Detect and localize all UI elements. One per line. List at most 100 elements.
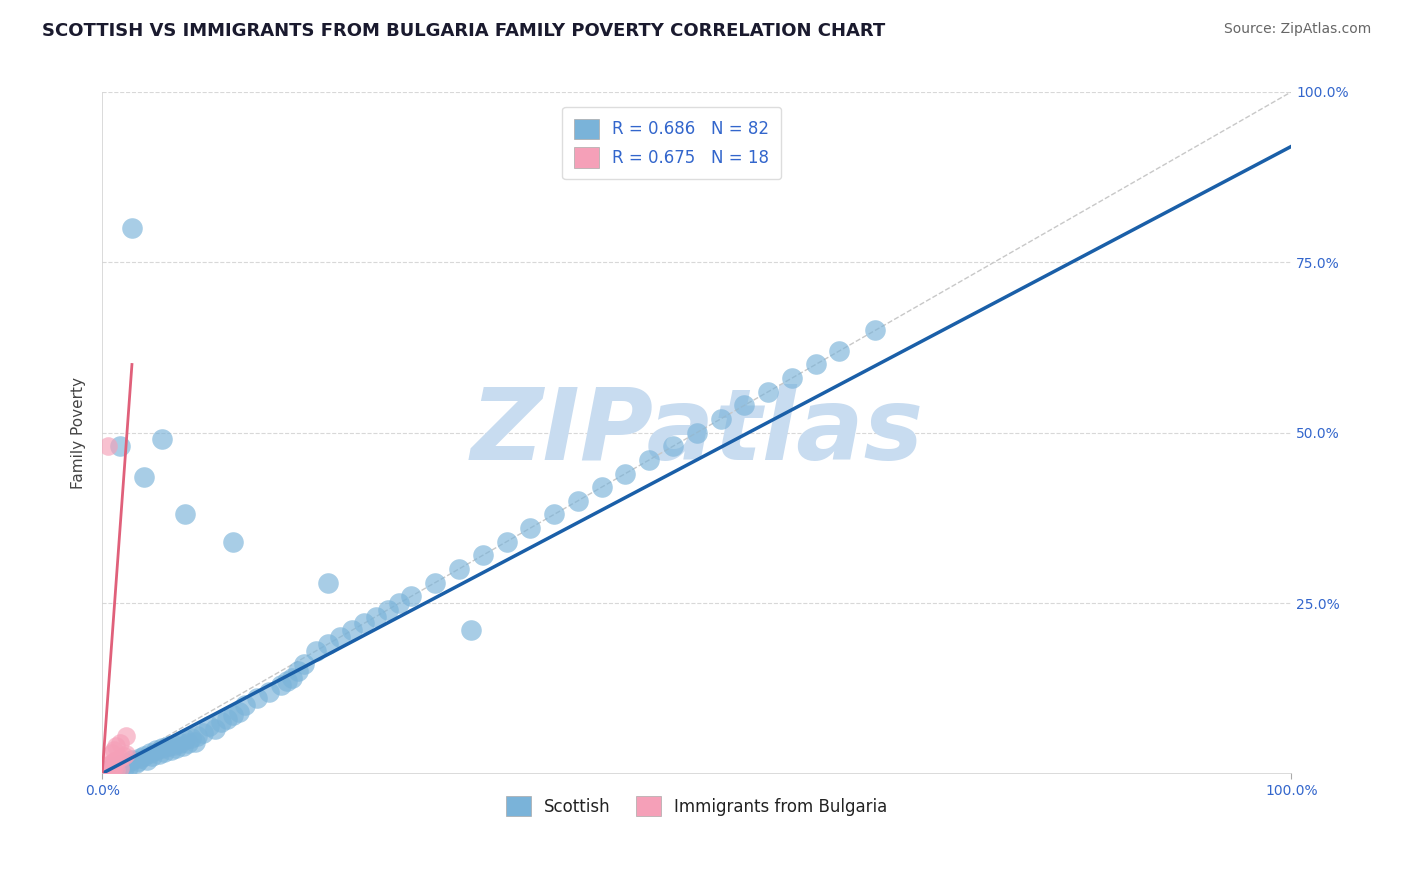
Point <box>401 589 423 603</box>
Point <box>174 508 197 522</box>
Point <box>193 725 215 739</box>
Point <box>105 763 128 777</box>
Point <box>105 753 128 767</box>
Point <box>177 736 200 750</box>
Point <box>117 759 139 773</box>
Point <box>233 698 256 713</box>
Point <box>100 756 122 771</box>
Point <box>141 749 163 764</box>
Point <box>863 323 886 337</box>
Point <box>97 439 120 453</box>
Point <box>316 637 339 651</box>
Point <box>292 657 315 672</box>
Point <box>209 715 232 730</box>
Point <box>148 747 170 762</box>
Point <box>156 739 179 754</box>
Point <box>228 705 250 719</box>
Point <box>377 603 399 617</box>
Point <box>447 562 470 576</box>
Point <box>204 722 226 736</box>
Point <box>614 467 637 481</box>
Point <box>112 749 135 764</box>
Point <box>591 480 613 494</box>
Point <box>567 493 589 508</box>
Point <box>169 736 191 750</box>
Point <box>287 664 309 678</box>
Point <box>471 549 494 563</box>
Point <box>340 624 363 638</box>
Point <box>388 596 411 610</box>
Legend: Scottish, Immigrants from Bulgaria: Scottish, Immigrants from Bulgaria <box>499 789 894 823</box>
Point <box>186 729 208 743</box>
Point <box>828 343 851 358</box>
Point <box>246 691 269 706</box>
Point <box>329 630 352 644</box>
Point <box>686 425 709 440</box>
Point <box>150 740 173 755</box>
Point <box>153 745 176 759</box>
Point <box>804 358 827 372</box>
Point <box>100 746 122 760</box>
Point <box>184 735 207 749</box>
Point <box>121 221 143 235</box>
Point <box>108 736 131 750</box>
Point <box>108 761 131 775</box>
Point <box>145 742 167 756</box>
Point <box>198 719 221 733</box>
Point <box>460 624 482 638</box>
Point <box>100 761 122 775</box>
Point <box>172 739 194 754</box>
Point <box>217 712 239 726</box>
Point <box>105 763 128 777</box>
Point <box>756 384 779 399</box>
Point <box>222 708 245 723</box>
Point <box>132 470 155 484</box>
Point <box>780 371 803 385</box>
Point <box>105 739 128 754</box>
Y-axis label: Family Poverty: Family Poverty <box>72 376 86 489</box>
Point <box>543 508 565 522</box>
Text: SCOTTISH VS IMMIGRANTS FROM BULGARIA FAMILY POVERTY CORRELATION CHART: SCOTTISH VS IMMIGRANTS FROM BULGARIA FAM… <box>42 22 886 40</box>
Point <box>100 761 122 775</box>
Point <box>281 671 304 685</box>
Point <box>108 758 131 772</box>
Point <box>150 433 173 447</box>
Point <box>115 747 138 762</box>
Point <box>662 439 685 453</box>
Point <box>316 575 339 590</box>
Point <box>353 616 375 631</box>
Point <box>139 746 162 760</box>
Point <box>132 749 155 764</box>
Point <box>136 753 159 767</box>
Point <box>276 674 298 689</box>
Point <box>162 738 184 752</box>
Point <box>160 742 183 756</box>
Point <box>129 751 152 765</box>
Point <box>733 398 755 412</box>
Point <box>519 521 541 535</box>
Text: ZIPatlas: ZIPatlas <box>470 384 924 481</box>
Point <box>222 534 245 549</box>
Point <box>103 759 125 773</box>
Point <box>121 753 143 767</box>
Point <box>108 439 131 453</box>
Point <box>97 763 120 777</box>
Point <box>97 758 120 772</box>
Point <box>124 756 146 771</box>
Point <box>174 732 197 747</box>
Point <box>127 754 149 768</box>
Text: Source: ZipAtlas.com: Source: ZipAtlas.com <box>1223 22 1371 37</box>
Point <box>305 644 328 658</box>
Point <box>112 761 135 775</box>
Point <box>103 742 125 756</box>
Point <box>364 609 387 624</box>
Point <box>108 751 131 765</box>
Point <box>425 575 447 590</box>
Point <box>165 740 187 755</box>
Point <box>103 759 125 773</box>
Point <box>180 731 202 745</box>
Point <box>270 678 292 692</box>
Point <box>115 729 138 743</box>
Point <box>638 453 661 467</box>
Point <box>103 754 125 768</box>
